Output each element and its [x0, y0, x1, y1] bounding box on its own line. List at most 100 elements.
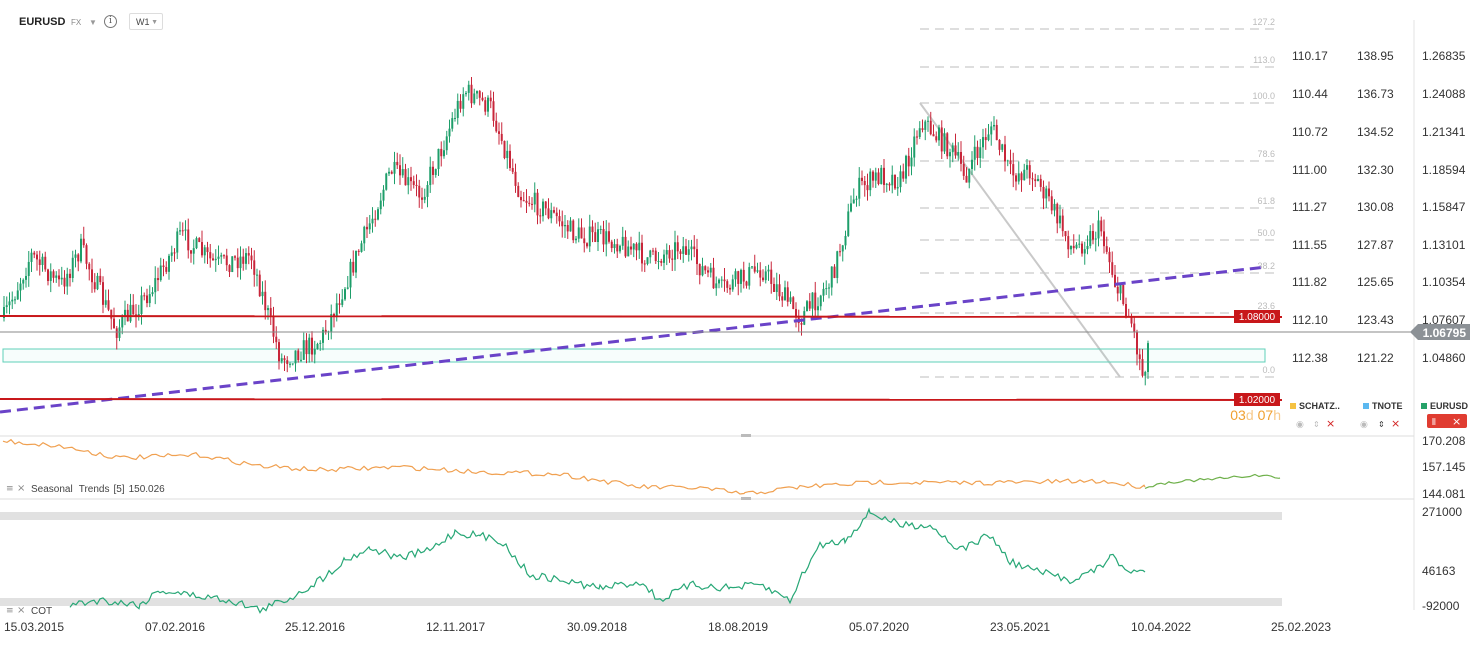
eurusd-tick-label: 1.07607	[1422, 313, 1466, 327]
candle-body	[888, 183, 891, 186]
candle-body	[608, 231, 610, 242]
time-tick-label: 15.03.2015	[4, 620, 64, 634]
candle-body	[341, 299, 344, 305]
eurusd-price-axis[interactable]: 1.26835 1.24088 1.21341 1.18594 1.15847 1.131…	[1422, 49, 1466, 365]
candle-body	[982, 137, 984, 148]
candle-body	[352, 261, 355, 273]
candle-body	[918, 128, 921, 137]
candle-body	[242, 256, 245, 264]
level-label-upper[interactable]	[1234, 310, 1280, 323]
candle-body	[575, 238, 577, 241]
candle-body	[894, 174, 896, 189]
close-icon[interactable]: ×	[1326, 417, 1335, 430]
level-label-lower[interactable]	[1234, 393, 1280, 406]
info-icon[interactable]: i	[104, 15, 117, 28]
cot-lower-band	[0, 598, 1282, 606]
candle-body	[470, 84, 473, 104]
candle-body	[676, 242, 679, 252]
dashed-trend-line[interactable]	[0, 265, 1267, 414]
candle-body	[1028, 165, 1031, 179]
eurusd-tick-label: 1.10354	[1422, 275, 1466, 289]
candle-body	[14, 299, 16, 301]
close-icon[interactable]: ×	[1391, 417, 1400, 430]
candle-body	[333, 314, 335, 317]
candle-body	[459, 100, 462, 109]
candle-body	[762, 277, 764, 281]
candle-body	[767, 269, 770, 272]
candle-body	[883, 167, 885, 185]
candle-body	[781, 296, 784, 301]
pane-resize-handle[interactable]	[741, 497, 751, 500]
tnote-tick-label: 127.87	[1357, 238, 1394, 252]
move-icon[interactable]: ⇕	[1313, 420, 1320, 429]
candle-body	[1053, 203, 1056, 211]
candle-body	[795, 308, 797, 318]
cot-tick-label: 46163	[1422, 564, 1456, 578]
candle-body	[88, 263, 91, 270]
candle-body	[451, 118, 454, 129]
candle-body	[643, 263, 646, 265]
cot-line	[69, 507, 1146, 614]
candle-body	[143, 295, 146, 297]
candle-body	[184, 229, 187, 231]
tnote-legend-label[interactable]: TNOTE	[1372, 401, 1403, 411]
move-icon[interactable]: ⇕	[1378, 420, 1385, 429]
cot-axis[interactable]: 271000 46163 -92000	[1422, 505, 1462, 613]
candle-body	[8, 301, 11, 306]
fibonacci-retracement[interactable]: 127.2 113.0 100.0 78.6 61.8 50.0 38.2 23.6 0.0	[920, 17, 1280, 378]
candle-body	[547, 208, 550, 219]
close-icon[interactable]: ×	[17, 483, 25, 494]
candle-body	[715, 283, 718, 289]
menu-icon[interactable]: ≡	[6, 606, 14, 616]
candle-body	[693, 246, 696, 250]
close-icon[interactable]: ×	[17, 605, 25, 616]
candle-body	[250, 255, 253, 261]
close-icon[interactable]: ×	[1452, 415, 1461, 428]
schatz-tick-label: 111.27	[1292, 200, 1327, 214]
candle-body	[536, 192, 539, 216]
candle-body	[679, 251, 682, 254]
candle-body	[115, 328, 118, 338]
support-zone-rectangle[interactable]	[2, 348, 1266, 363]
schatz-price-axis[interactable]: 110.17 110.44 110.72 111.00 111.27 111.55 111.…	[1292, 49, 1328, 365]
seasonal-axis[interactable]: 170.208 157.145 144.081	[1422, 434, 1466, 501]
candle-body	[173, 252, 176, 254]
resistance-line-1-08[interactable]	[0, 315, 1283, 318]
eurusd-tick-label: 1.04860	[1422, 351, 1466, 365]
candle-body	[385, 173, 388, 190]
candle-body	[927, 120, 929, 122]
pane-resize-handle[interactable]	[741, 434, 751, 437]
candle-body	[830, 266, 833, 288]
candle-body	[291, 363, 294, 365]
tnote-price-axis[interactable]: 138.95 136.73 134.52 132.30 130.08 127.87 125.…	[1357, 49, 1394, 365]
time-tick-label: 18.08.2019	[708, 620, 768, 634]
eye-icon[interactable]: ◉	[1360, 420, 1368, 430]
eye-icon[interactable]: ◉	[1296, 420, 1304, 430]
eurusd-legend-label[interactable]: EURUSD	[1430, 401, 1469, 411]
candle-body	[509, 150, 511, 169]
candle-body	[335, 303, 338, 317]
candle-body	[1067, 236, 1070, 250]
candle-body	[624, 236, 627, 257]
candle-body	[60, 277, 63, 280]
candle-type-icon[interactable]: ⫴	[1432, 418, 1436, 428]
symbol-name[interactable]: EURUSD	[19, 16, 66, 28]
candle-body	[258, 274, 261, 297]
chevron-down-icon[interactable]: ▼	[89, 18, 97, 27]
candle-body	[734, 271, 737, 280]
time-axis[interactable]: 15.03.2015 07.02.2016 25.12.2016 12.11.2017…	[4, 620, 1331, 634]
menu-icon[interactable]: ≡	[6, 484, 14, 494]
candle-body	[663, 254, 665, 263]
candle-body	[550, 210, 553, 219]
candle-body	[113, 318, 115, 329]
time-tick-label: 23.05.2021	[990, 620, 1050, 634]
candle-body	[223, 255, 225, 257]
timeframe-selector[interactable]: W1 ▼	[129, 13, 163, 30]
schatz-legend-label[interactable]: SCHATZ..	[1299, 401, 1340, 411]
support-line-1-02[interactable]	[0, 398, 1283, 401]
eurusd-legend-swatch	[1421, 403, 1427, 409]
candle-body	[1061, 215, 1064, 232]
series-controls-active[interactable]	[1427, 414, 1467, 428]
candle-body	[316, 343, 319, 350]
